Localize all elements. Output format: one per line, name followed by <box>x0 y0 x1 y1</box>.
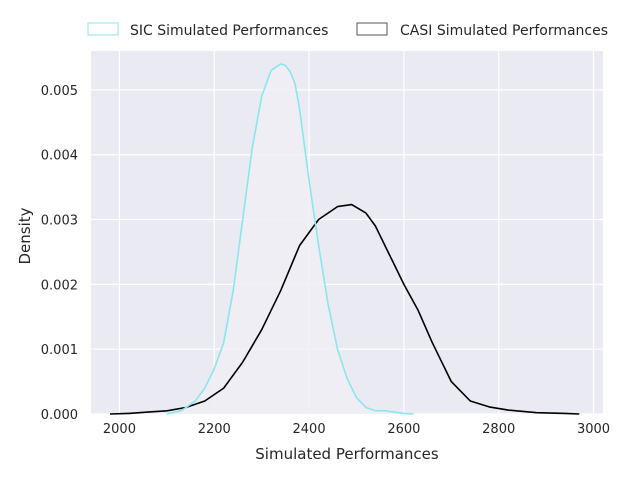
x-axis-label: Simulated Performances <box>255 445 439 463</box>
legend: SIC Simulated Performances CASI Simulate… <box>87 22 608 39</box>
plot-background <box>91 51 603 414</box>
y-tick-label-4: 0.004 <box>41 149 78 164</box>
y-tick-label-1: 0.001 <box>41 343 78 358</box>
x-tick-label-3: 2600 <box>387 422 420 437</box>
legend-label-sic: SIC Simulated Performances <box>130 23 328 39</box>
x-tick-label-0: 2000 <box>103 422 136 437</box>
series-sic-fill <box>166 64 414 414</box>
y-tick-label-5: 0.005 <box>41 84 78 99</box>
series-casi-line <box>109 203 580 415</box>
x-tick-label-5: 3000 <box>577 422 610 437</box>
legend-swatch-sic <box>87 22 119 36</box>
series-sic-line <box>166 63 414 415</box>
y-axis-ticks: 0.000 0.001 0.002 0.003 0.004 0.005 <box>41 84 78 423</box>
x-tick-label-4: 2800 <box>482 422 515 437</box>
y-tick-label-2: 0.002 <box>41 278 78 293</box>
series-layer <box>109 63 580 415</box>
legend-label-casi: CASI Simulated Performances <box>400 23 608 39</box>
x-tick-label-1: 2200 <box>198 422 231 437</box>
plot-area <box>91 51 603 414</box>
y-tick-label-3: 0.003 <box>41 214 78 229</box>
legend-swatch-casi <box>356 22 388 36</box>
x-tick-label-2: 2400 <box>293 422 326 437</box>
y-tick-label-0: 0.000 <box>41 408 78 423</box>
x-axis-ticks: 2000 2200 2400 2600 2800 3000 <box>103 422 610 437</box>
y-axis-label: Density <box>16 207 34 264</box>
